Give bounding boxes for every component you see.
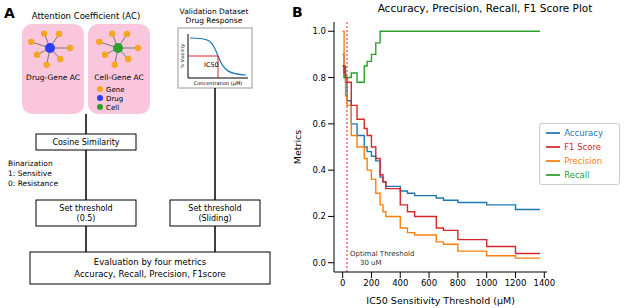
svg-text:Validation Dataset: Validation Dataset bbox=[180, 7, 249, 16]
svg-text:0.0: 0.0 bbox=[312, 258, 326, 268]
svg-text:1000: 1000 bbox=[476, 278, 498, 288]
svg-text:0.6: 0.6 bbox=[312, 119, 326, 129]
svg-text:Gene: Gene bbox=[106, 86, 124, 94]
html-text:Accuracy, Precision, Recall, F: Accuracy, Precision, Recall, F1 Score Pl… bbox=[377, 2, 593, 14]
svg-text:Drug: Drug bbox=[106, 95, 123, 103]
svg-text:Cosine Similarity: Cosine Similarity bbox=[52, 138, 119, 147]
svg-text:30 uM: 30 uM bbox=[360, 259, 382, 267]
svg-text:Concentration (μM): Concentration (μM) bbox=[194, 80, 242, 87]
svg-text:IC50: IC50 bbox=[204, 61, 219, 69]
svg-text:Binarization: Binarization bbox=[8, 159, 53, 168]
html-text:Precision: Precision bbox=[564, 155, 603, 166]
html-text:Accuracy: Accuracy bbox=[564, 127, 603, 138]
svg-text:0.2: 0.2 bbox=[312, 211, 326, 221]
svg-text:0: Resistance: 0: Resistance bbox=[8, 179, 58, 188]
svg-text:Set threshold: Set threshold bbox=[188, 204, 241, 213]
svg-text:600: 600 bbox=[421, 278, 437, 288]
svg-text:(Sliding): (Sliding) bbox=[198, 214, 231, 223]
svg-text:Metrics: Metrics bbox=[292, 130, 303, 165]
html-text:B: B bbox=[292, 4, 303, 20]
svg-text:Accuracy, Recall, Precision, F: Accuracy, Recall, Precision, F1score bbox=[74, 269, 225, 279]
html-text:Recall: Recall bbox=[564, 169, 590, 180]
svg-text:Evaluation by four metrics: Evaluation by four metrics bbox=[94, 257, 207, 267]
svg-text:1: Sensitive: 1: Sensitive bbox=[8, 169, 52, 178]
svg-text:Attention Coefficient (AC): Attention Coefficient (AC) bbox=[32, 11, 140, 21]
html-text:F1 Score: F1 Score bbox=[564, 141, 601, 152]
svg-text:Set threshold: Set threshold bbox=[59, 204, 112, 213]
svg-text:400: 400 bbox=[392, 278, 408, 288]
svg-text:1.0: 1.0 bbox=[312, 26, 326, 36]
svg-text:Drug Response: Drug Response bbox=[186, 16, 243, 25]
svg-text:Optimal Threshold: Optimal Threshold bbox=[350, 250, 414, 258]
svg-text:Cell: Cell bbox=[106, 104, 119, 112]
svg-text:200: 200 bbox=[363, 278, 379, 288]
svg-text:0.8: 0.8 bbox=[312, 73, 326, 83]
svg-text:1200: 1200 bbox=[505, 278, 527, 288]
svg-text:0: 0 bbox=[340, 278, 345, 288]
svg-text:0.4: 0.4 bbox=[312, 165, 326, 175]
svg-text:A: A bbox=[8, 5, 15, 21]
svg-text:Cell-Gene AC: Cell-Gene AC bbox=[94, 73, 143, 82]
svg-text:1400: 1400 bbox=[533, 278, 555, 288]
svg-text:(0.5): (0.5) bbox=[77, 214, 96, 223]
svg-text:% Viability: % Viability bbox=[180, 44, 185, 68]
svg-text:IC50 Sensitivity Threshold (μM: IC50 Sensitivity Threshold (μM) bbox=[366, 295, 515, 306]
svg-text:Drug-Gene AC: Drug-Gene AC bbox=[26, 73, 80, 82]
svg-text:800: 800 bbox=[450, 278, 466, 288]
